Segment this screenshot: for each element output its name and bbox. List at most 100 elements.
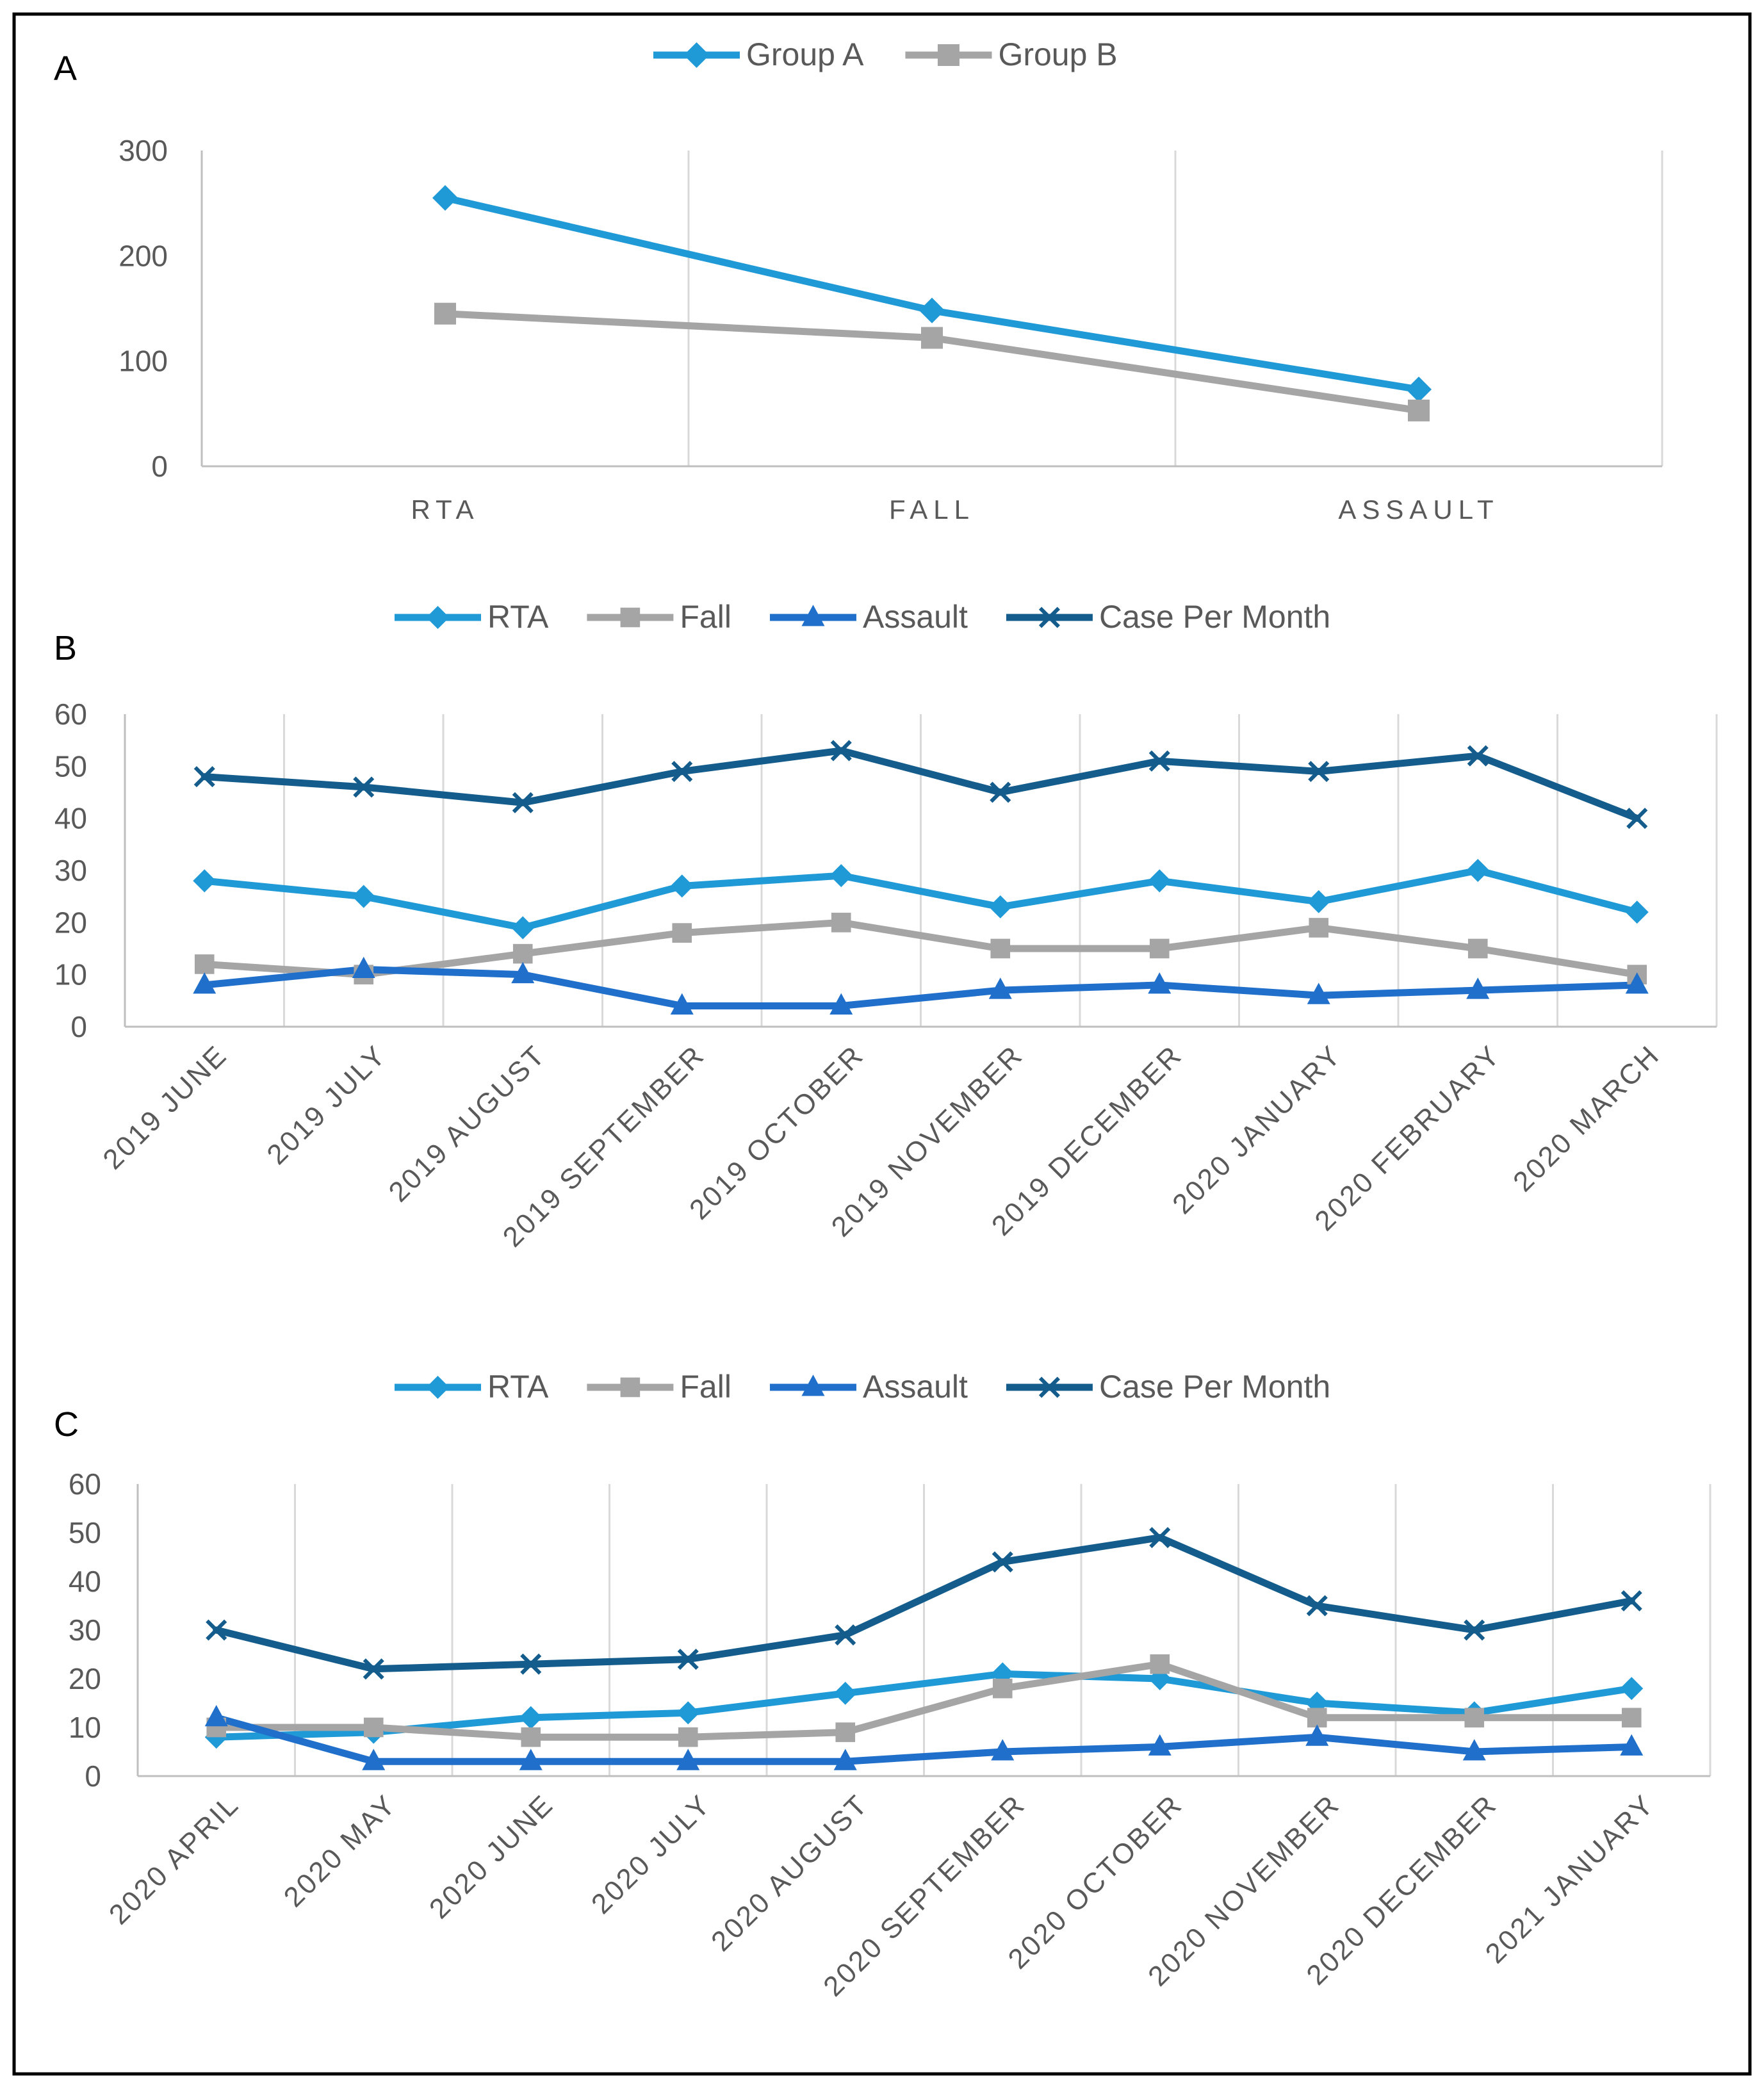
legend-label: Group B	[998, 37, 1117, 72]
legend-marker	[620, 1377, 641, 1398]
panel-label-a: A	[54, 49, 77, 88]
data-point	[1307, 890, 1330, 913]
y-tick-label: 20	[54, 906, 87, 939]
legend-label: Fall	[680, 1369, 731, 1405]
legend-marker	[937, 44, 960, 66]
data-point	[1620, 1677, 1644, 1701]
y-tick-label: 0	[70, 1010, 87, 1043]
legend-marker	[801, 605, 825, 626]
data-point	[919, 297, 945, 323]
series-line-2	[213, 1714, 1635, 1765]
series-line-2	[200, 966, 1641, 1009]
data-point	[1621, 1590, 1642, 1611]
data-point	[1462, 1739, 1486, 1761]
data-point	[833, 1681, 857, 1705]
data-point	[829, 993, 853, 1015]
y-tick-label: 10	[54, 958, 87, 991]
data-point	[1625, 972, 1649, 994]
data-point	[678, 1727, 698, 1747]
data-point	[1467, 938, 1488, 959]
y-tick-label: 50	[69, 1516, 101, 1549]
legend-label: Fall	[680, 599, 731, 635]
data-point	[512, 943, 533, 964]
data-point	[676, 1749, 700, 1770]
y-tick-label: 0	[85, 1759, 101, 1793]
data-point	[362, 1749, 386, 1770]
legend-marker	[426, 606, 450, 629]
legend-label: RTA	[487, 1369, 549, 1405]
chart-panel-a: A 0 100 200 300 RTA FALL ASSAULT Group A Group B	[54, 37, 1663, 525]
data-point	[988, 977, 1012, 999]
panel-label-c: C	[54, 1405, 79, 1444]
data-point	[829, 864, 853, 888]
y-tick-label: 10	[69, 1711, 101, 1744]
data-point	[193, 869, 216, 893]
data-point	[1148, 1734, 1172, 1756]
data-point	[511, 961, 535, 984]
data-point	[988, 895, 1012, 918]
y-tick-label: 40	[69, 1565, 101, 1598]
data-point	[193, 972, 216, 994]
data-point	[990, 938, 1011, 959]
data-point	[670, 874, 694, 898]
data-point	[992, 1678, 1013, 1699]
legend-marker	[1038, 1376, 1060, 1398]
data-point	[1307, 983, 1330, 1004]
data-point	[1150, 1654, 1170, 1674]
data-point	[990, 781, 1011, 803]
legend-label: Assault	[863, 599, 968, 635]
data-point	[204, 1705, 228, 1727]
data-point	[672, 923, 692, 943]
legend-label: Assault	[863, 1369, 968, 1405]
legend-label: RTA	[487, 599, 549, 635]
data-point	[1464, 1708, 1485, 1728]
legend: RTA Fall Assault Case Per Month	[395, 1369, 1330, 1405]
data-point	[1305, 1724, 1329, 1746]
x-tick-label: ASSAULT	[1338, 494, 1499, 525]
y-tick-label: 0	[151, 450, 168, 483]
data-point	[1306, 1595, 1328, 1617]
data-point	[352, 956, 375, 979]
data-point	[512, 792, 534, 813]
data-point	[670, 993, 694, 1015]
data-point	[432, 184, 458, 211]
panel-label-b: B	[54, 629, 77, 667]
data-point	[434, 302, 456, 325]
x-tick-label: RTA	[411, 494, 479, 525]
data-point	[1309, 918, 1329, 938]
data-point	[1466, 859, 1490, 882]
y-tick-label: 30	[54, 854, 87, 887]
legend-label: Case Per Month	[1099, 1369, 1330, 1405]
data-point	[1307, 1708, 1327, 1728]
data-point	[1408, 399, 1430, 421]
data-point	[519, 1706, 543, 1729]
data-point	[921, 327, 943, 349]
data-point	[193, 766, 215, 788]
data-point	[1626, 808, 1648, 829]
data-point	[671, 760, 693, 782]
series-line-3	[200, 747, 1641, 822]
data-point	[363, 1658, 384, 1680]
series-line-1	[200, 918, 1641, 979]
data-point	[1148, 750, 1170, 772]
data-point	[830, 740, 852, 762]
data-point	[1621, 1708, 1642, 1728]
data-point	[1464, 1619, 1485, 1641]
y-tick-label: 40	[54, 802, 87, 835]
legend-marker	[620, 607, 641, 628]
y-tick-label: 30	[69, 1613, 101, 1647]
y-tick-label: 20	[69, 1662, 101, 1695]
data-point	[520, 1653, 542, 1675]
y-tick-label: 60	[54, 697, 87, 731]
legend-marker	[801, 1374, 825, 1396]
legend-marker	[1038, 607, 1060, 628]
data-point	[1148, 972, 1172, 994]
data-point	[1148, 869, 1172, 893]
data-point	[1620, 1734, 1644, 1756]
data-point	[1467, 745, 1489, 767]
y-tick-label: 100	[118, 345, 168, 378]
figure-border	[12, 12, 1752, 2076]
data-point	[677, 1649, 699, 1670]
data-point	[194, 954, 215, 974]
